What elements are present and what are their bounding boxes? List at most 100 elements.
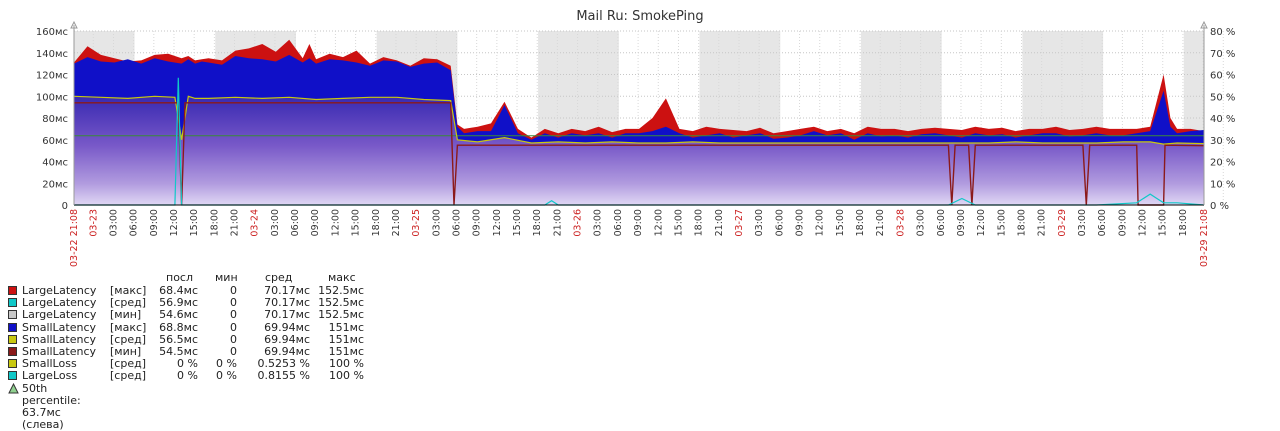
x-tick-label: 15:00 <box>1158 209 1169 236</box>
x-tick-label: 21:00 <box>552 209 563 236</box>
x-tick-label: 03:00 <box>916 209 927 236</box>
x-tick-label: 06:00 <box>774 209 785 236</box>
x-tick-label: 03-26 <box>573 209 584 237</box>
percentile-icon <box>8 383 19 397</box>
legend-avg: 70.17мс <box>248 309 310 321</box>
x-tick-label: 18:00 <box>532 209 543 236</box>
y2-tick-label: 50 % <box>1210 92 1235 103</box>
x-tick-label: 03-28 <box>895 209 906 237</box>
y-tick-label: 40мс <box>42 158 68 169</box>
y2-tick-label: 80 % <box>1210 27 1235 38</box>
x-tick-label: 18:00 <box>694 209 705 236</box>
x-tick-label: 12:00 <box>492 209 503 236</box>
x-tick-label: 15:00 <box>996 209 1007 236</box>
legend-header-last: посл <box>166 272 193 284</box>
x-tick-label: 09:00 <box>1117 209 1128 236</box>
legend-series-name: SmallLatency <box>22 322 96 334</box>
legend-swatch <box>8 335 17 344</box>
x-start-label: 03-22 21:08 <box>69 209 80 267</box>
legend-avg: 0.8155 % <box>248 370 310 382</box>
x-tick-label: 15:00 <box>189 209 200 236</box>
y-tick-label: 120мс <box>36 71 68 82</box>
y2-tick-label: 30 % <box>1210 136 1235 147</box>
x-tick-label: 21:00 <box>230 209 241 236</box>
x-tick-label: 03-27 <box>734 209 745 237</box>
legend-header-min: мин <box>215 272 238 284</box>
y2-tick-label: 70 % <box>1210 49 1235 60</box>
x-tick-label: 03:00 <box>431 209 442 236</box>
y2-tick-label: 10 % <box>1210 179 1235 190</box>
x-tick-label: 12:00 <box>330 209 341 236</box>
legend-min: 0 % <box>198 370 237 382</box>
legend-max: 151мс <box>308 322 364 334</box>
y-tick-label: 0 <box>62 201 68 212</box>
x-tick-label: 09:00 <box>472 209 483 236</box>
x-tick-label: 03:00 <box>593 209 604 236</box>
y2-tick-label: 40 % <box>1210 114 1235 125</box>
legend-min: 0 <box>198 322 237 334</box>
y-tick-label: 20мс <box>42 179 68 190</box>
x-tick-label: 03:00 <box>1077 209 1088 236</box>
legend-swatch <box>8 298 17 307</box>
legend-header-avg: сред <box>265 272 292 284</box>
x-tick-label: 09:00 <box>310 209 321 236</box>
chart-title: Mail Ru: SmokePing <box>576 9 703 24</box>
legend-min: 0 <box>198 309 237 321</box>
legend-swatch <box>8 286 17 295</box>
legend-last: 54.6мс <box>138 309 198 321</box>
y-tick-label: 140мс <box>36 49 68 60</box>
x-tick-label: 21:00 <box>1037 209 1048 236</box>
legend-swatch <box>8 347 17 356</box>
x-tick-label: 18:00 <box>371 209 382 236</box>
x-tick-label: 06:00 <box>451 209 462 236</box>
x-tick-label: 03-29 <box>1057 209 1068 237</box>
x-tick-label: 03-23 <box>88 209 99 237</box>
legend-swatch <box>8 310 17 319</box>
x-tick-label: 09:00 <box>956 209 967 236</box>
y-tick-label: 80мс <box>42 114 68 125</box>
x-tick-label: 18:00 <box>209 209 220 236</box>
x-tick-label: 03:00 <box>754 209 765 236</box>
x-tick-label: 21:00 <box>391 209 402 236</box>
y2-tick-label: 20 % <box>1210 158 1235 169</box>
x-tick-label: 15:00 <box>673 209 684 236</box>
x-tick-label: 06:00 <box>613 209 624 236</box>
x-tick-label: 18:00 <box>1016 209 1027 236</box>
x-tick-label: 03-25 <box>411 209 422 237</box>
x-tick-label: 06:00 <box>129 209 140 236</box>
x-tick-label: 21:00 <box>714 209 725 236</box>
x-tick-label: 06:00 <box>936 209 947 236</box>
legend-agg: [мин] <box>110 309 141 321</box>
x-tick-label: 15:00 <box>835 209 846 236</box>
x-tick-label: 03:00 <box>270 209 281 236</box>
legend-series-name: LargeLatency <box>22 309 96 321</box>
x-tick-label: 09:00 <box>149 209 160 236</box>
legend-max: 152.5мс <box>308 309 364 321</box>
x-end-label: 03-29 21:08 <box>1199 209 1210 267</box>
x-tick-label: 12:00 <box>815 209 826 236</box>
percentile-label: 50th percentile: 63.7мс (слева) <box>22 383 81 431</box>
legend-max: 100 % <box>308 370 364 382</box>
y-tick-label: 100мс <box>36 92 68 103</box>
x-tick-label: 12:00 <box>976 209 987 236</box>
x-tick-label: 09:00 <box>795 209 806 236</box>
legend-swatch <box>8 359 17 368</box>
x-tick-label: 12:00 <box>1138 209 1149 236</box>
legend-swatch <box>8 323 17 332</box>
x-tick-label: 12:00 <box>653 209 664 236</box>
legend-series-name: LargeLoss <box>22 370 77 382</box>
x-tick-label: 09:00 <box>633 209 644 236</box>
x-tick-label: 15:00 <box>351 209 362 236</box>
legend-avg: 69.94мс <box>248 322 310 334</box>
legend-header-max: макс <box>328 272 356 284</box>
y-tick-label: 60мс <box>42 136 68 147</box>
x-tick-label: 18:00 <box>1178 209 1189 236</box>
x-tick-label: 15:00 <box>512 209 523 236</box>
x-tick-label: 18:00 <box>855 209 866 236</box>
y-tick-label: 160мс <box>36 27 68 38</box>
y2-tick-label: 60 % <box>1210 71 1235 82</box>
x-tick-label: 03-24 <box>250 209 261 237</box>
legend-swatch <box>8 371 17 380</box>
x-tick-label: 12:00 <box>169 209 180 236</box>
